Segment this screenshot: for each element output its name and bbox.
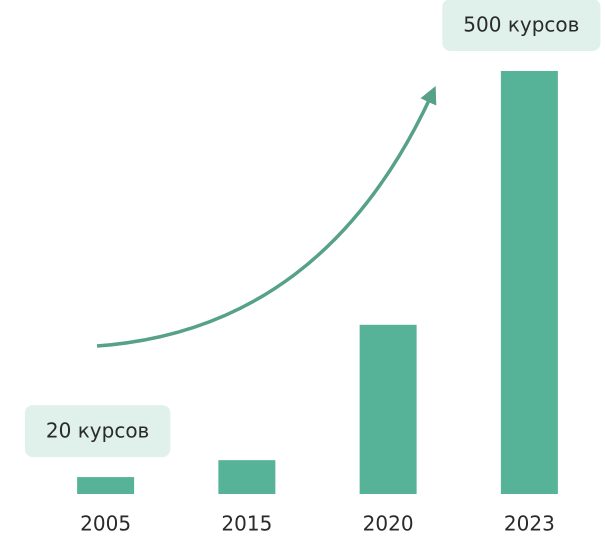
- value-label: 20 курсов: [46, 419, 149, 443]
- bar: [500, 71, 558, 494]
- value-label-box: [442, 0, 601, 51]
- x-tick-label: 2005: [80, 512, 131, 536]
- x-tick-label: 2015: [221, 512, 272, 536]
- x-tick-label: 2020: [363, 512, 414, 536]
- value-label: 500 курсов: [463, 13, 579, 37]
- value-label-box: [24, 405, 171, 458]
- growth-arrow: [96, 86, 437, 348]
- bar: [218, 460, 276, 494]
- bar: [359, 324, 417, 494]
- x-tick-label: 2023: [504, 512, 555, 536]
- bar: [77, 477, 135, 494]
